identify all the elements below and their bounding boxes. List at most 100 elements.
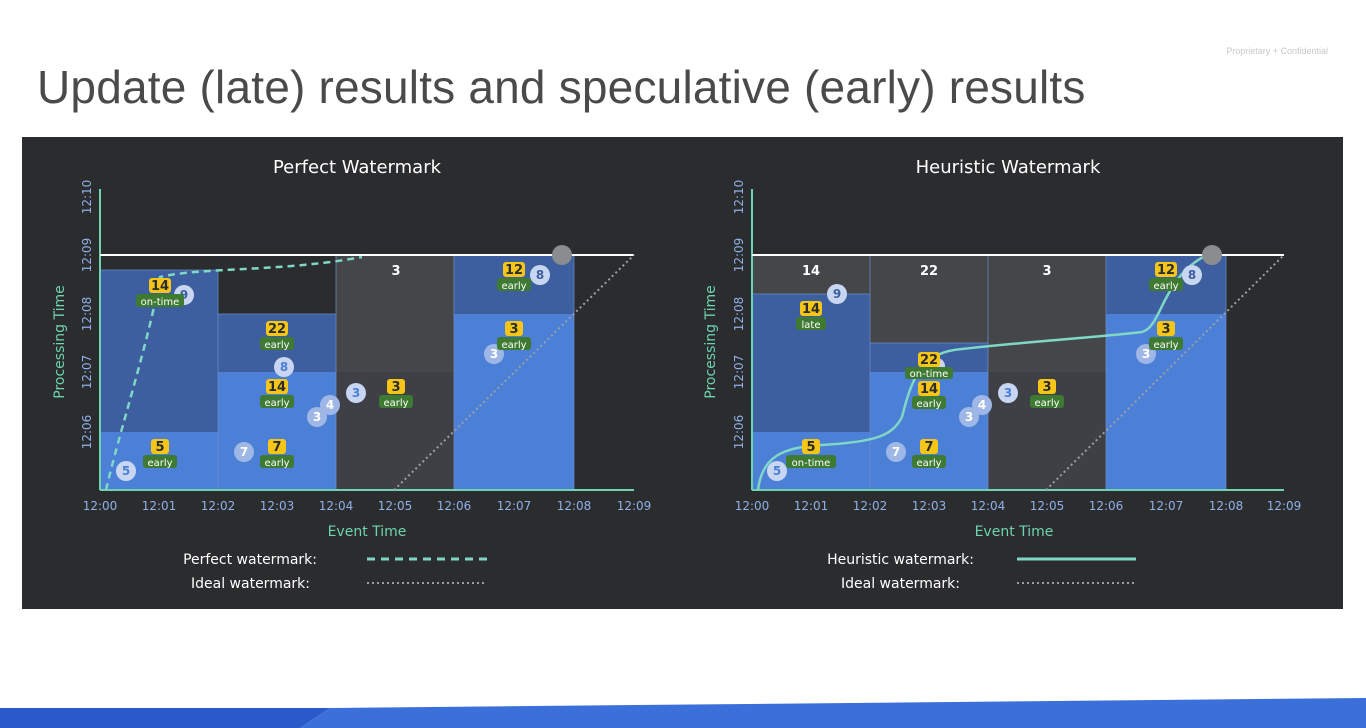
pane-12-00-top	[752, 255, 870, 294]
x-tick: 12:00	[735, 499, 770, 513]
x-tick: 12:09	[1267, 499, 1302, 513]
result-value: 14	[151, 279, 169, 294]
x-tick: 12:03	[912, 499, 947, 513]
confidential-note: Proprietary + Confidential	[1226, 46, 1328, 56]
datum: 3	[352, 386, 360, 400]
x-tick: 12:05	[1030, 499, 1065, 513]
x-tick: 12:08	[557, 499, 592, 513]
result-tag: early	[916, 399, 941, 410]
datum: 7	[892, 445, 900, 459]
result-value: 14	[268, 380, 286, 395]
result-tag: early	[264, 398, 289, 409]
result-tag: early	[264, 458, 289, 469]
x-tick: 12:01	[794, 499, 829, 513]
y-tick: 12:10	[80, 180, 94, 215]
y-tick: 12:06	[732, 415, 746, 450]
x-tick: 12:03	[260, 499, 295, 513]
x-tick: 12:02	[201, 499, 236, 513]
datum: 3	[1004, 386, 1012, 400]
datum: 9	[833, 287, 841, 301]
x-tick: 12:05	[378, 499, 413, 513]
result-value: 3	[391, 380, 400, 395]
result-tag: early	[264, 340, 289, 351]
result-tag: early	[1034, 398, 1059, 409]
datum: 3	[313, 410, 321, 424]
result-value: 3	[1042, 264, 1051, 279]
result-tag: late	[802, 320, 821, 331]
result-value: 7	[272, 440, 281, 455]
y-tick: 12:10	[732, 180, 746, 215]
x-tick: 12:07	[1149, 499, 1184, 513]
datum-pending	[1202, 245, 1222, 265]
legend-label: Heuristic watermark:	[827, 552, 974, 568]
result-value: 22	[920, 353, 938, 368]
diagram-canvas: Perfect Watermark Processing Time	[52, 157, 1301, 592]
heuristic-watermark-chart: Heuristic Watermark Processing Time	[703, 157, 1301, 592]
datum: 7	[240, 445, 248, 459]
ideal-watermark-line	[393, 254, 635, 491]
pane-12-04-upper	[988, 255, 1106, 372]
result-value: 5	[155, 440, 164, 455]
pane-12-04-upper	[336, 255, 454, 372]
result-value: 3	[509, 322, 518, 337]
x-axis-label: Event Time	[975, 524, 1054, 540]
result-tag: early	[383, 398, 408, 409]
result-tag: early	[147, 458, 172, 469]
result-tag: on-time	[141, 297, 180, 308]
datum-pending	[552, 245, 572, 265]
result-value: 3	[391, 264, 400, 279]
y-tick: 12:08	[732, 297, 746, 332]
y-tick: 12:06	[80, 415, 94, 450]
footer-band	[0, 698, 1366, 728]
datum: 8	[536, 268, 544, 282]
diagram-panel: Perfect Watermark Processing Time	[22, 137, 1343, 609]
chart-title: Perfect Watermark	[273, 157, 442, 178]
result-value: 3	[1161, 322, 1170, 337]
result-value: 14	[802, 264, 820, 279]
result-value: 14	[802, 302, 820, 317]
datum: 5	[773, 464, 781, 478]
x-tick: 12:06	[1089, 499, 1124, 513]
legend-label: Ideal watermark:	[191, 576, 310, 592]
y-tick: 12:07	[80, 355, 94, 390]
y-axis-label: Processing Time	[703, 285, 719, 398]
result-value: 3	[1042, 380, 1051, 395]
result-value: 14	[920, 382, 938, 397]
datum: 4	[326, 398, 334, 412]
datum: 8	[1188, 268, 1196, 282]
x-tick: 12:09	[617, 499, 652, 513]
legend-label: Ideal watermark:	[841, 576, 960, 592]
datum: 3	[965, 410, 973, 424]
result-tag: early	[1153, 281, 1178, 292]
y-tick: 12:09	[80, 238, 94, 273]
datum: 5	[122, 464, 130, 478]
result-tag: on-time	[910, 369, 949, 380]
result-tag: early	[1153, 340, 1178, 351]
x-tick: 12:07	[497, 499, 532, 513]
datum: 3	[1142, 347, 1150, 361]
x-tick: 12:04	[971, 499, 1006, 513]
pane-12-02-top	[870, 255, 988, 343]
result-value: 12	[505, 263, 523, 278]
datum: 8	[280, 360, 288, 374]
x-tick: 12:01	[142, 499, 177, 513]
x-tick: 12:00	[83, 499, 118, 513]
perfect-watermark-chart: Perfect Watermark Processing Time	[52, 157, 651, 592]
legend-label: Perfect watermark:	[183, 552, 317, 568]
x-tick: 12:08	[1209, 499, 1244, 513]
chart-title: Heuristic Watermark	[916, 157, 1101, 178]
x-tick: 12:06	[437, 499, 472, 513]
datum: 9	[180, 288, 188, 302]
result-value: 5	[806, 440, 815, 455]
y-tick: 12:07	[732, 355, 746, 390]
ideal-watermark-line	[1045, 254, 1285, 491]
result-value: 22	[920, 264, 938, 279]
y-axis-label: Processing Time	[52, 285, 68, 398]
perfect-watermark-line	[104, 255, 363, 491]
result-tag: on-time	[792, 458, 831, 469]
slide-title: Update (late) results and speculative (e…	[37, 61, 1086, 113]
result-value: 22	[268, 322, 286, 337]
result-tag: early	[501, 340, 526, 351]
result-value: 12	[1157, 263, 1175, 278]
y-tick: 12:09	[732, 238, 746, 273]
